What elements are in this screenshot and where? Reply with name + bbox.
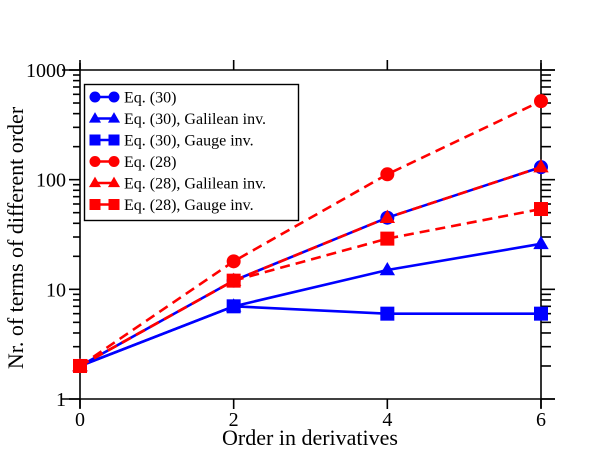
series-5	[73, 202, 548, 373]
data-point	[380, 167, 395, 182]
legend-label: Eq. (28), Galilean inv.	[124, 176, 266, 193]
y-tick-label: 100	[36, 170, 66, 192]
data-point	[534, 202, 548, 217]
legend-marker	[107, 112, 121, 123]
legend-entry: Eq. (28), Galilean inv.	[88, 176, 266, 193]
y-axis-label: Nr. of terms of different order	[3, 106, 28, 369]
data-point	[226, 273, 241, 288]
legend-entry: Eq. (28)	[89, 154, 176, 171]
legend: Eq. (30) Eq. (30), Galilean inv. Eq. (30),…	[83, 83, 300, 222]
legend-entry: Eq. (30)	[89, 90, 176, 107]
legend-marker	[108, 199, 120, 210]
series-line	[79, 305, 541, 368]
x-tick-labels: 0 2 4 6	[75, 409, 546, 431]
legend-marker	[108, 91, 120, 103]
legend-label: Eq. (30)	[124, 90, 176, 107]
legend-marker	[89, 199, 101, 210]
legend-entry: Eq. (28), Gauge inv.	[89, 197, 254, 214]
legend-marker	[108, 156, 120, 167]
x-tick-label: 4	[382, 409, 392, 431]
series-line	[79, 242, 542, 368]
data-point	[73, 358, 87, 373]
y-tick-label: 1000	[26, 60, 66, 82]
x-tick-label: 6	[536, 409, 546, 431]
series-layer	[72, 94, 549, 373]
data-point	[226, 299, 241, 314]
legend-marker	[89, 156, 101, 167]
x-tick-label: 2	[229, 409, 239, 431]
y-tick-label: 10	[46, 279, 66, 301]
legend-box	[83, 83, 300, 222]
series-line	[79, 207, 542, 368]
data-point	[380, 306, 395, 321]
legend-marker	[108, 134, 120, 146]
y-tick-label: 1	[56, 389, 66, 411]
legend-label: Eq. (28), Gauge inv.	[124, 197, 254, 214]
data-point	[534, 306, 548, 321]
legend-marker	[88, 176, 102, 188]
series-1	[72, 235, 549, 372]
data-point	[380, 231, 395, 246]
data-point	[379, 209, 396, 223]
legend-marker	[89, 134, 101, 146]
legend-entry: Eq. (30), Gauge inv.	[89, 133, 254, 150]
legend-entry: Eq. (30), Galilean inv.	[88, 111, 266, 128]
legend-label: Eq. (28)	[124, 154, 176, 171]
legend-label: Eq. (30), Gauge inv.	[124, 133, 254, 150]
series-2	[73, 299, 548, 373]
data-point	[533, 235, 549, 250]
x-axis-label: Order in derivatives	[222, 425, 398, 450]
axis-ticks	[69, 60, 555, 409]
data-point	[533, 159, 549, 173]
legend-marker	[88, 112, 102, 123]
data-point	[226, 254, 241, 269]
data-point	[379, 261, 396, 276]
x-tick-label: 0	[75, 409, 85, 431]
data-point	[534, 94, 548, 109]
legend-marker	[107, 176, 121, 188]
y-tick-labels: 1 10 100 1000	[26, 60, 66, 411]
series-line	[79, 99, 542, 368]
plot-frame	[62, 63, 555, 408]
legend-marker	[89, 91, 101, 103]
legend-label: Eq. (30), Galilean inv.	[124, 111, 266, 128]
